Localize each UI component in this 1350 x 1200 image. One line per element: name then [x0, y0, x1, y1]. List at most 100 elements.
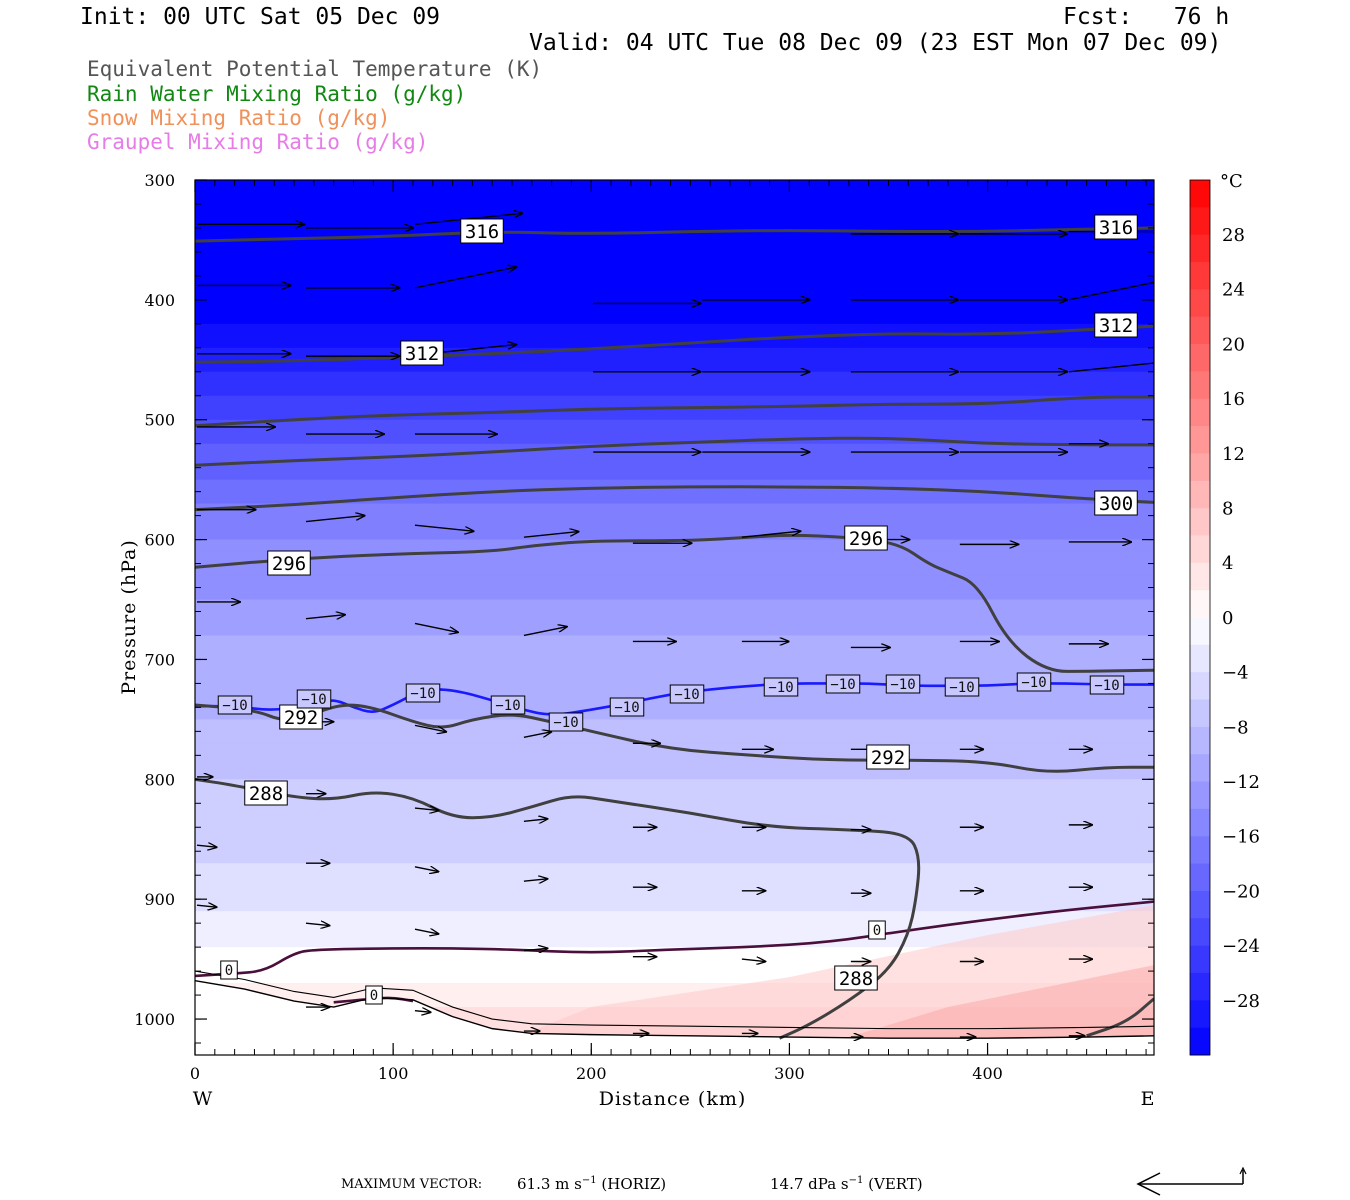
wind-vector [523, 732, 551, 739]
init-time: Init: 00 UTC Sat 05 Dec 09 [80, 4, 441, 30]
colorbar-swatch [1190, 262, 1210, 290]
wind-vector [523, 819, 547, 821]
wind-vector [196, 845, 217, 847]
temp-band [195, 503, 1154, 517]
wind-vector [414, 1011, 431, 1013]
colorbar-swatch [1190, 207, 1210, 236]
isotherm-label-text: −10 [674, 687, 699, 703]
temp-band [195, 527, 1154, 541]
colorbar-label: 4 [1222, 553, 1233, 574]
wind-vector [523, 948, 547, 950]
temp-band [195, 935, 1154, 948]
colorbar-label: −28 [1222, 991, 1260, 1012]
wind-vector [414, 929, 438, 934]
temp-band [195, 299, 1154, 313]
legend-graupel: Graupel Mixing Ratio (g/kg) [87, 130, 429, 154]
colorbar-swatch [1190, 644, 1210, 673]
colorbar-swatch [1190, 945, 1210, 974]
temp-band [195, 275, 1154, 289]
temp-band [195, 839, 1154, 852]
max-vector-horiz: 61.3 m s−1 (HORIZ) [517, 1175, 667, 1193]
forecast-hour: Fcst: 76 h [1063, 4, 1230, 30]
isotherm-label-box [490, 695, 526, 715]
warm-layer-core [789, 965, 1154, 1055]
temp-band [195, 443, 1154, 457]
colorbar-label: 24 [1222, 280, 1245, 301]
isotherm-label-text: −10 [553, 715, 578, 731]
isotherm-label-box [825, 674, 861, 694]
isotherm-zero-label: 0 [220, 960, 238, 980]
temp-band [195, 575, 1154, 589]
isotherm-label-text: −10 [1021, 675, 1046, 691]
axes: 300 400 500 600 700 800 900 1000 0 100 200 300 400 Di… [118, 171, 1154, 1110]
theta-e-label-box [1094, 214, 1138, 240]
isotherm-label: −10 [1016, 672, 1052, 692]
wind-vector [414, 267, 516, 289]
temp-band [195, 587, 1154, 601]
wind-vector [1068, 362, 1154, 373]
theta-e-label-box [834, 965, 878, 991]
temp-band [195, 767, 1154, 780]
colorbar-swatch [1190, 808, 1210, 837]
temp-band [195, 371, 1154, 385]
colorbar-swatch [1190, 890, 1210, 919]
colorbar-label: 28 [1222, 225, 1245, 246]
theta-e-label-text: 316 [465, 221, 499, 243]
isotherm-label: −10 [296, 689, 332, 709]
x-tick-label: 200 [576, 1064, 607, 1083]
isotherm-label: −10 [669, 684, 705, 704]
temp-band [195, 779, 1154, 792]
x-axis-title: Distance (km) [599, 1088, 747, 1110]
theta-e-label-text: 296 [849, 528, 883, 550]
theta-e-line [195, 436, 1154, 467]
contour-labels: 316 316 312 312 300 296 296 292 292 288 288 −10 −10 −… [217, 214, 1138, 1005]
legend-rain-water: Rain Water Mixing Ratio (g/kg) [87, 82, 467, 106]
theta-e-label: 312 [400, 340, 444, 366]
terrain-outline [195, 979, 1154, 1039]
temp-band [195, 707, 1154, 720]
colorbar-swatch [1190, 480, 1210, 509]
colorbar-swatch [1190, 371, 1210, 400]
y-tick-label: 700 [144, 650, 175, 669]
theta-e-label: 296 [267, 550, 311, 576]
theta-e-label-box [866, 744, 910, 770]
colorbar-swatch [1190, 617, 1210, 646]
temp-band [195, 539, 1154, 553]
temp-band [195, 180, 1154, 193]
isotherm-zero-label: 0 [365, 985, 383, 1005]
theta-e-line [195, 226, 1154, 243]
colorbar-swatch [1190, 289, 1210, 318]
isotherm-zero-label-text: 0 [873, 923, 881, 939]
valid-time: Valid: 04 UTC Tue 08 Dec 09 (23 EST Mon … [529, 30, 1222, 56]
wind-vector [523, 879, 547, 881]
theta-e-label-text: 288 [839, 968, 873, 990]
temp-band [195, 599, 1154, 613]
colorbar-swatch [1190, 535, 1210, 564]
terrain-outline-upper [195, 970, 1154, 1030]
theta-e-label: 292 [279, 704, 323, 730]
isotherm-label-box [548, 712, 584, 732]
warm-layer [472, 905, 1154, 1055]
temp-band [195, 335, 1154, 349]
temp-band [195, 467, 1154, 481]
isotherm-label-text: −10 [495, 698, 520, 714]
theta-e-label-text: 312 [405, 343, 439, 365]
max-vector-vert: 14.7 dPa s−1 (VERT) [770, 1175, 923, 1193]
colorbar-swatch [1190, 754, 1210, 783]
isotherm-label: −10 [405, 683, 441, 703]
colorbar-swatch [1190, 781, 1210, 810]
isotherm-label: −10 [609, 697, 645, 717]
theta-e-label-text: 316 [1099, 217, 1133, 239]
isotherm-label-box [609, 697, 645, 717]
theta-e-line [195, 485, 1154, 512]
colorbar-label: 8 [1222, 499, 1233, 520]
x-tick-label: 300 [774, 1064, 805, 1083]
wind-vector [305, 923, 329, 925]
isotherm-label-text: −10 [301, 692, 326, 708]
y-tick-label: 300 [144, 171, 175, 190]
theta-e-label-text: 292 [871, 747, 905, 769]
isotherm-label: −10 [825, 674, 861, 694]
theta-e-line [195, 777, 921, 1040]
temperature-shading [195, 180, 1154, 1055]
y-tick-label: 800 [144, 770, 175, 789]
